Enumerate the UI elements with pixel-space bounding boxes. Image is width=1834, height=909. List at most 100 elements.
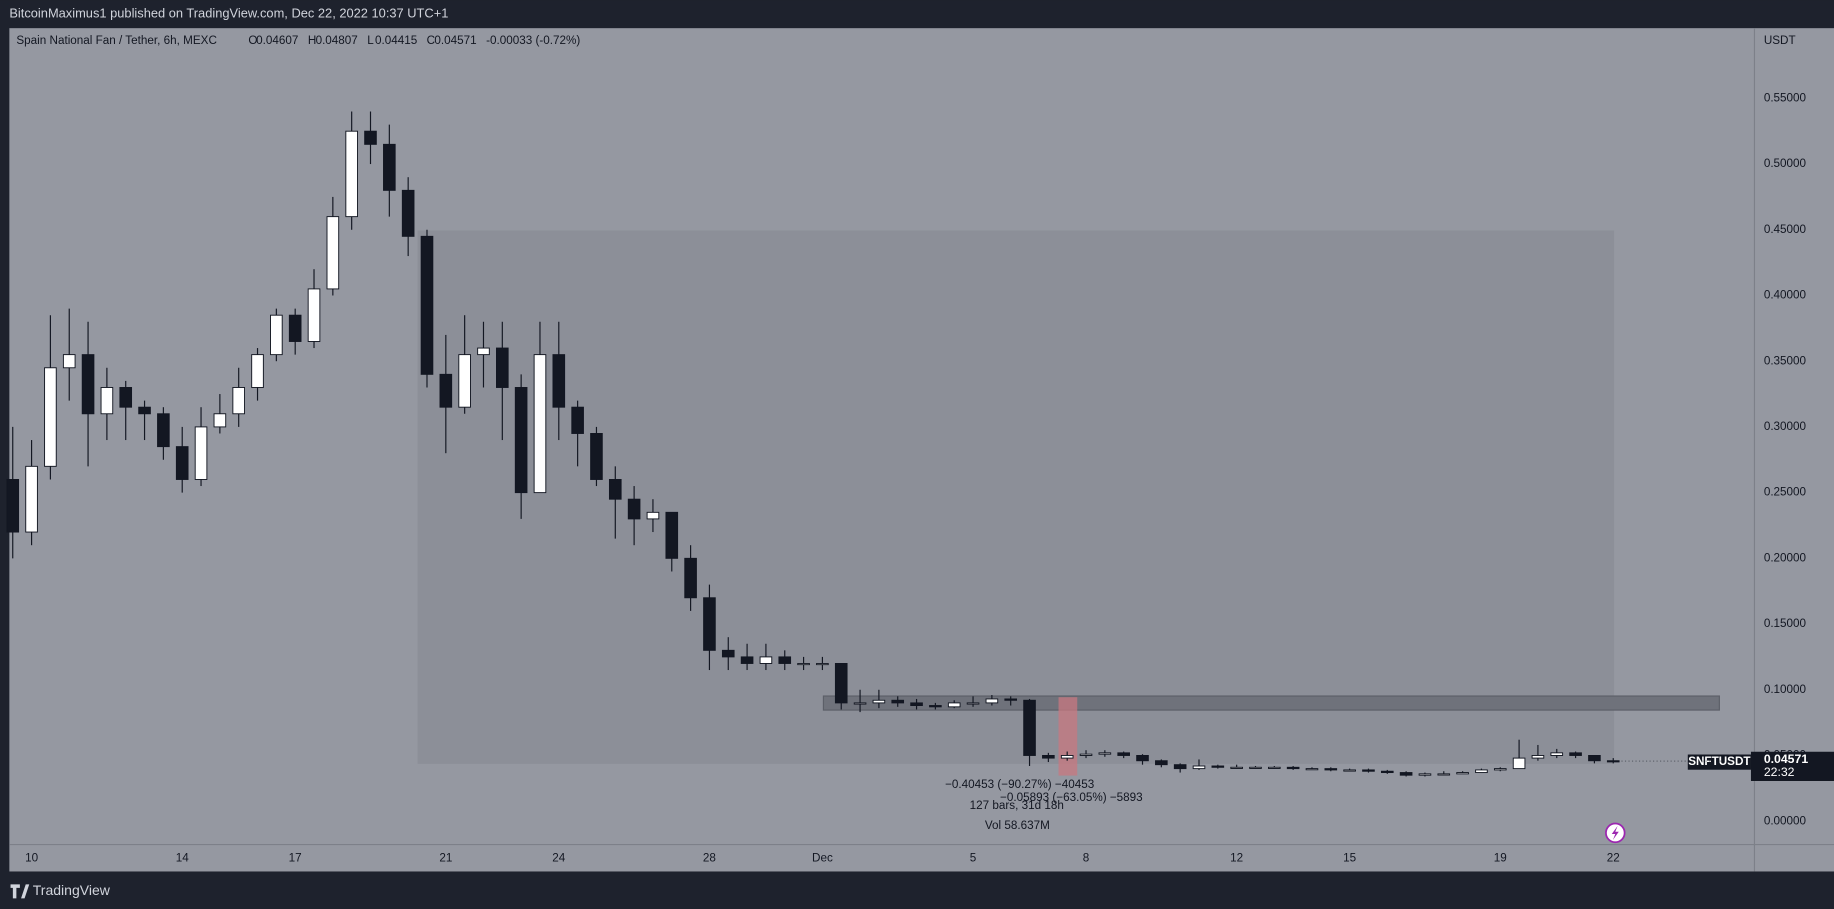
y-tick-label: 0.55000 <box>1764 91 1807 104</box>
candle-body <box>759 656 773 664</box>
y-tick-label: 0.25000 <box>1764 486 1807 499</box>
candle-body <box>1268 766 1281 769</box>
legend-key: O <box>248 34 257 47</box>
brand: TradingView <box>33 882 111 898</box>
candle-body <box>1230 766 1243 769</box>
candle-body <box>834 663 848 704</box>
candle-body <box>175 446 189 480</box>
candle-body <box>81 354 95 415</box>
candle-body <box>966 702 980 705</box>
x-tick-label: 28 <box>703 852 716 865</box>
y-tick-label: 0.40000 <box>1764 289 1807 302</box>
candle-body <box>1305 768 1319 771</box>
candle-body <box>345 130 358 218</box>
candle-body <box>872 699 886 704</box>
candle-body <box>119 387 133 408</box>
candles <box>6 111 1620 777</box>
candle-body <box>721 649 735 658</box>
annotation: −0.40453 (−90.27%) −40453 <box>945 778 1094 791</box>
candle-body <box>288 314 302 342</box>
symbol-tag <box>1687 754 1751 770</box>
candle-body <box>6 479 20 533</box>
candle-body <box>232 387 246 415</box>
legend-value: -0.00033 (-0.72%) <box>486 34 580 47</box>
candle-body <box>44 367 57 467</box>
x-tick-label: 19 <box>1494 852 1507 865</box>
candle-body <box>420 235 434 375</box>
candle-body <box>1531 755 1545 759</box>
legend-key: L <box>367 34 374 47</box>
candle-body <box>1512 757 1526 770</box>
candle-body <box>703 597 716 651</box>
symbol: SNFTUSDT <box>1688 755 1751 768</box>
candle-body <box>401 189 415 237</box>
candle-body <box>364 130 377 145</box>
candle-body <box>797 663 810 666</box>
candle-body <box>307 288 321 342</box>
y-tick-label: 0.50000 <box>1764 157 1807 170</box>
y-tick-label: 0.35000 <box>1764 354 1807 367</box>
candle-body <box>929 705 942 708</box>
logo <box>10 884 30 899</box>
candle-body <box>646 511 660 520</box>
candle-body <box>533 354 547 494</box>
candle-body <box>985 698 999 704</box>
candle-body <box>100 387 114 415</box>
candle-body <box>1098 752 1112 755</box>
candle-body <box>514 387 528 494</box>
legend-value: 0.04415 <box>375 34 418 47</box>
last-price: 0.04571 <box>1764 752 1809 766</box>
x-tick-label: 21 <box>439 852 452 865</box>
y-tick-label: 0.00000 <box>1764 814 1807 827</box>
candle-body <box>1343 769 1356 772</box>
x-tick-label: 17 <box>289 852 302 865</box>
countdown: 22:32 <box>1764 765 1795 779</box>
candle-body <box>1324 768 1338 771</box>
candle-body <box>816 663 829 666</box>
legend-key: C <box>427 34 435 47</box>
y-tick-label: 0.15000 <box>1764 617 1807 630</box>
price-tag <box>1750 751 1834 781</box>
range-box <box>417 230 1615 764</box>
candle-body <box>477 347 490 356</box>
logo-mark <box>10 884 30 899</box>
candle-body <box>1437 773 1451 776</box>
candle-body <box>1550 752 1564 756</box>
legend-key: H <box>308 34 316 47</box>
candle-body <box>684 557 697 599</box>
candle-body <box>1493 768 1507 771</box>
candle-body <box>138 406 151 415</box>
y-tick-label: 0.20000 <box>1764 551 1807 564</box>
candle-body <box>1588 755 1601 762</box>
annotation: −0.05893 (−63.05%) −5893 <box>1000 791 1143 804</box>
candle-body <box>1117 752 1130 756</box>
candle-body <box>496 347 509 388</box>
candle-body <box>213 413 227 428</box>
candle-body <box>1380 770 1394 774</box>
candle-body <box>1399 772 1413 776</box>
candle-body <box>627 498 641 520</box>
candle-body <box>1362 769 1375 772</box>
x-tick-label: 15 <box>1343 852 1357 865</box>
candle-body <box>590 433 603 480</box>
candle-body <box>608 479 622 500</box>
x-tick-label: 24 <box>552 852 566 865</box>
candle-body <box>1042 755 1055 759</box>
x-tick-label: 22 <box>1607 852 1620 865</box>
candle-body <box>853 702 867 705</box>
x-tick-label: Dec <box>812 852 833 865</box>
candle-body <box>251 354 264 388</box>
x-tick-label: 14 <box>176 852 190 865</box>
candle-body <box>1418 773 1432 776</box>
candle-body <box>326 216 340 290</box>
x-tick-label: 10 <box>25 852 39 865</box>
annotation: 127 bars, 31d 18h <box>970 799 1064 812</box>
candle-body <box>1060 755 1074 759</box>
alert-bolt <box>1611 825 1619 840</box>
candle-body <box>1606 760 1620 763</box>
y-tick-label: 0.30000 <box>1764 420 1807 433</box>
chart-title: Spain National Fan / Tether, 6h, MEXC <box>16 34 217 47</box>
candle-body <box>778 656 792 664</box>
